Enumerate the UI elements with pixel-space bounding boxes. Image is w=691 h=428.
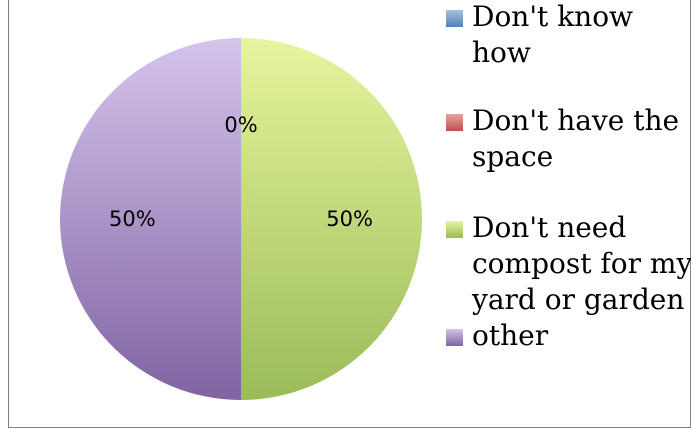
legend-label: space — [472, 140, 553, 173]
data-label-4: 50% — [109, 207, 156, 231]
legend-label: Don't have the — [472, 104, 679, 137]
data-labels: 50% 50% 0% — [109, 113, 373, 231]
legend-label: Don't know — [472, 0, 633, 33]
legend-label: Don't need — [472, 211, 626, 244]
legend-label: other — [472, 319, 549, 352]
legend-swatch — [446, 329, 463, 346]
legend-label: how — [472, 36, 531, 69]
legend-label: compost for my — [472, 247, 691, 280]
zero-data-label: 0% — [224, 113, 257, 137]
legend-entry-4: other — [446, 319, 549, 352]
legend-label: yard or garden — [471, 283, 684, 316]
pie-slices — [60, 38, 422, 400]
data-label-3: 50% — [326, 207, 373, 231]
pie-slice-3 — [241, 38, 422, 400]
legend-swatch — [446, 10, 463, 27]
legend-swatch — [446, 221, 463, 238]
pie-slice-4 — [60, 38, 241, 400]
legend-swatch — [446, 114, 463, 131]
